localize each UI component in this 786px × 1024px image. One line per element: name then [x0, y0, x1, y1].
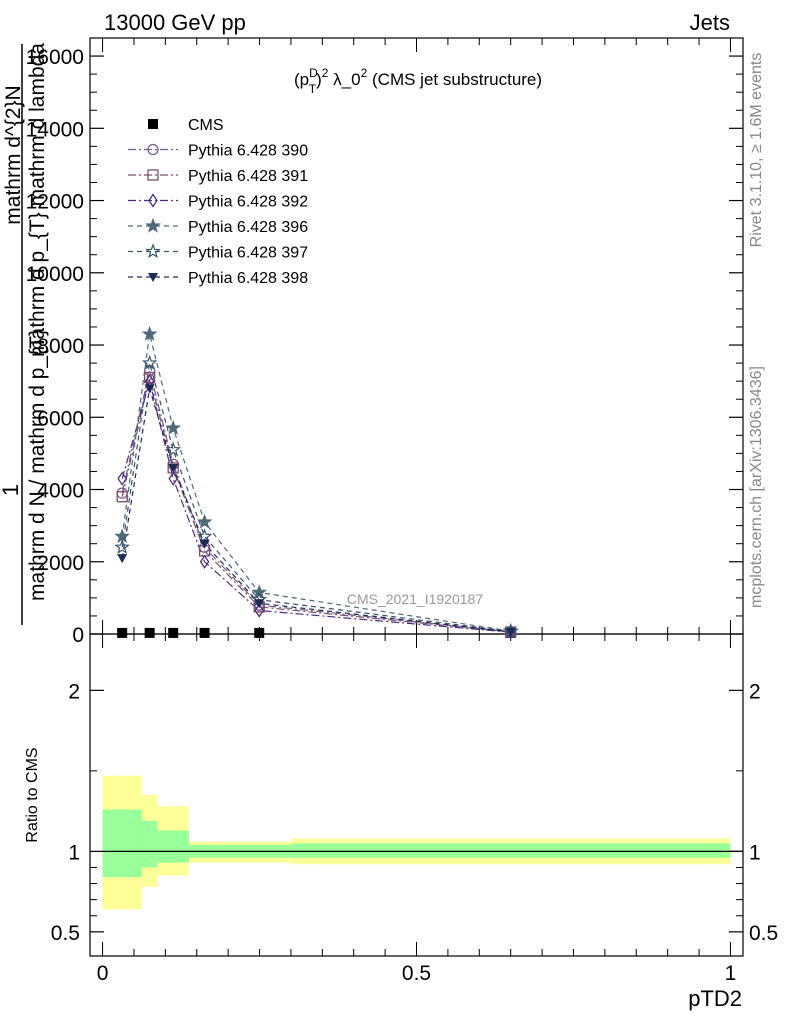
series-markers [114, 325, 519, 640]
marker-square-filled [199, 627, 210, 638]
series-line [121, 388, 511, 633]
series-lines [121, 334, 511, 633]
x-tick-label: 1 [725, 962, 737, 985]
marker-square-filled [117, 627, 128, 638]
marker-triangle-down-filled [148, 273, 158, 282]
x-axis: 0 0.5 1 [97, 38, 737, 985]
marker-triangle-down-filled [199, 539, 210, 549]
ratio-band-green [157, 830, 189, 863]
marker-star-filled [141, 325, 158, 341]
legend-entry-label: Pythia 6.428 397 [188, 245, 308, 262]
mcplots-label: mcplots.cern.ch [arXiv:1306.3436] [748, 366, 765, 608]
y-tick-label: 8000 [37, 335, 84, 358]
marker-diamond-open [117, 471, 127, 486]
marker-triangle-down-filled [144, 384, 155, 394]
marker-square-open [143, 371, 156, 384]
y-label-line-2: mathrm d p_{T} mathrm d lambda [26, 43, 49, 357]
ratio-y-tick-label-right: 1 [749, 841, 761, 864]
ratio-band-green [141, 820, 158, 868]
ratio-y-label: Ratio to CMS [24, 747, 41, 842]
legend-entry-label: Pythia 6.428 392 [188, 194, 308, 211]
legend-entry-label: Pythia 6.428 396 [188, 219, 308, 236]
marker-diamond-open [168, 471, 178, 486]
marker-star-filled [196, 513, 213, 529]
y-label-line-3: 1 [0, 484, 23, 496]
header-left: 13000 GeV pp [104, 10, 246, 35]
y-label-line-4: mathrm d N / mathrm d p_{T} [26, 329, 49, 601]
rivet-version-label: Rivet 3.1.10, ≥ 1.6M events [748, 53, 765, 248]
main-y-label: mathrm d^{2}N mathrm d p_{T} mathrm d la… [0, 43, 49, 625]
marker-star-open [165, 441, 182, 457]
marker-star-open [145, 243, 161, 259]
y-tick-label: 6000 [37, 407, 84, 430]
y-tick-label: 16000 [26, 46, 84, 69]
x-tick-label: 0.5 [402, 962, 431, 985]
y-tick-label: 4000 [37, 480, 84, 503]
ratio-plot-frame [89, 633, 744, 957]
marker-star-filled [145, 217, 161, 233]
marker-diamond-open [254, 603, 264, 618]
marker-square-open [147, 169, 159, 181]
marker-circle-open [147, 143, 159, 156]
marker-square-filled [148, 119, 158, 129]
main-y-axis: 0 2000 4000 6000 8000 10000 12000 14000 16000 [26, 46, 743, 647]
marker-star-open [141, 354, 158, 370]
y-tick-label: 2000 [37, 552, 84, 575]
marker-triangle-down-filled [168, 463, 179, 473]
header-right: Jets [690, 10, 730, 35]
series-line [121, 378, 511, 633]
y-label-line-1: mathrm d^{2}N [2, 85, 25, 224]
series-line [121, 362, 511, 633]
legend-entry-label: Pythia 6.428 390 [188, 143, 308, 160]
ratio-y-tick-label: 1 [68, 841, 80, 864]
analysis-watermark: CMS_2021_I1920187 [347, 591, 483, 607]
marker-square-filled [144, 627, 155, 638]
marker-star-open [114, 539, 130, 554]
legend-entry-label: Pythia 6.428 391 [188, 168, 308, 185]
marker-triangle-down-filled [117, 554, 128, 564]
ratio-band-green [290, 843, 731, 858]
ratio-y-tick-label: 2 [68, 680, 80, 703]
x-tick-label: 0 [97, 962, 109, 985]
legend-entry-label: Pythia 6.428 398 [188, 270, 308, 287]
series-line [121, 370, 511, 633]
ratio-y-tick-label-right: 2 [749, 680, 761, 703]
y-tick-label: 14000 [26, 118, 84, 141]
legend: CMS Pythia 6.428 390 Pythia 6.428 391 Pythi… [128, 117, 308, 287]
marker-diamond-open [148, 193, 158, 208]
marker-star-filled [165, 419, 182, 435]
ratio-y-tick-label-right: 0.5 [749, 922, 778, 945]
marker-triangle-down-filled [505, 627, 516, 637]
ratio-bands [102, 775, 731, 910]
ratio-band-green [102, 809, 142, 878]
legend-entry-label: CMS [188, 117, 224, 134]
ratio-y-axis: 0.5 0.5 1 1 2 2 [51, 680, 778, 945]
y-tick-label: 10000 [26, 263, 84, 286]
y-tick-label: 0 [72, 624, 84, 647]
series-line [121, 334, 511, 632]
ratio-y-tick-label: 0.5 [51, 922, 80, 945]
chart-title: (pD T)2 λ_02 (CMS jet substructure) [294, 66, 542, 96]
y-tick-label: 12000 [26, 191, 84, 214]
marker-diamond-open [199, 554, 210, 569]
marker-square-filled [254, 627, 265, 638]
marker-star-open [196, 528, 213, 544]
x-axis-label: pTD2 [688, 986, 742, 1011]
marker-square-filled [168, 627, 179, 638]
marker-square-open [116, 491, 128, 503]
marker-triangle-down-filled [254, 599, 265, 609]
